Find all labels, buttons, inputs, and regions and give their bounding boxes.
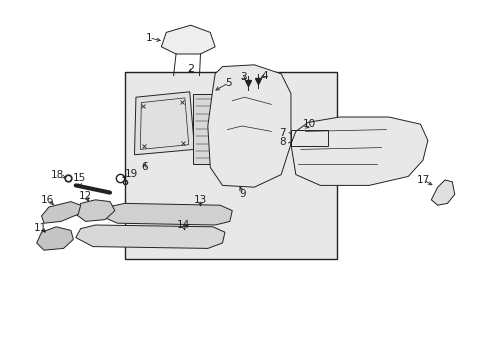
Text: 3: 3 bbox=[239, 72, 246, 82]
Text: 19: 19 bbox=[124, 168, 138, 179]
Polygon shape bbox=[37, 227, 73, 250]
Polygon shape bbox=[76, 200, 115, 221]
Polygon shape bbox=[76, 225, 224, 248]
Bar bbox=[290, 130, 327, 146]
Text: 1: 1 bbox=[145, 33, 152, 43]
Bar bbox=[193, 94, 227, 164]
Polygon shape bbox=[105, 203, 232, 225]
Polygon shape bbox=[430, 180, 454, 205]
Text: 11: 11 bbox=[34, 222, 47, 233]
Text: 13: 13 bbox=[193, 195, 207, 205]
Text: 9: 9 bbox=[239, 189, 246, 199]
Text: 5: 5 bbox=[225, 78, 232, 88]
Text: 14: 14 bbox=[176, 220, 190, 230]
Text: 12: 12 bbox=[79, 191, 92, 201]
Text: 4: 4 bbox=[261, 71, 268, 81]
Polygon shape bbox=[41, 202, 81, 223]
Polygon shape bbox=[290, 117, 427, 185]
Text: 17: 17 bbox=[415, 175, 429, 185]
Text: 7: 7 bbox=[278, 128, 285, 138]
Text: 2: 2 bbox=[187, 64, 194, 74]
Bar bbox=[124, 72, 337, 259]
Text: 18: 18 bbox=[51, 170, 64, 180]
Polygon shape bbox=[161, 25, 215, 54]
Text: 16: 16 bbox=[41, 195, 55, 205]
Text: 15: 15 bbox=[73, 173, 86, 183]
Polygon shape bbox=[134, 92, 194, 155]
Text: 10: 10 bbox=[302, 119, 315, 129]
Text: 8: 8 bbox=[278, 137, 285, 147]
Polygon shape bbox=[207, 65, 290, 187]
Text: 6: 6 bbox=[141, 162, 147, 172]
